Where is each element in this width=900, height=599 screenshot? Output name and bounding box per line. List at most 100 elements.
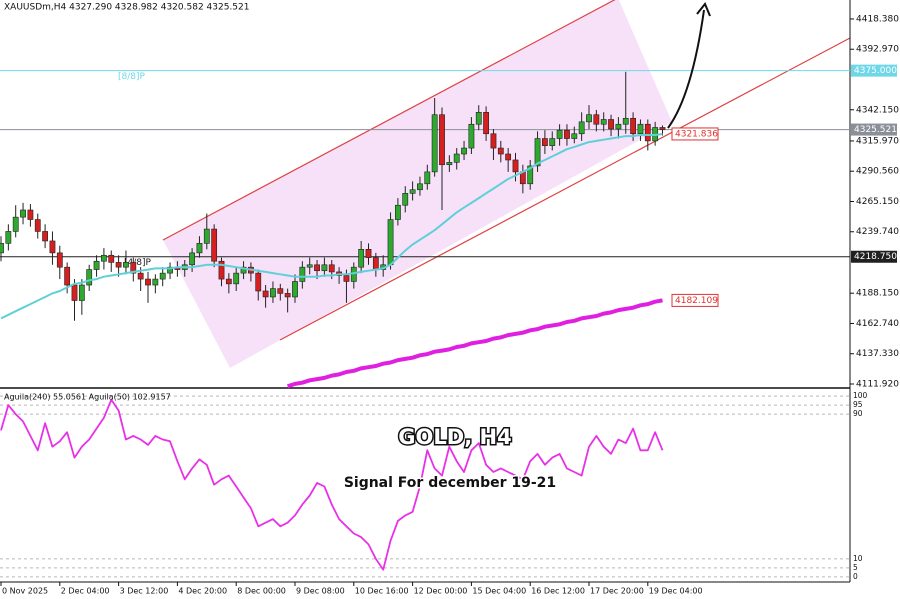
candle-body <box>446 162 453 166</box>
candle-body <box>365 249 372 258</box>
candle-body <box>615 123 622 130</box>
candle-body <box>167 266 173 274</box>
y-tick-label: 5 <box>853 563 858 572</box>
x-tick-label: 10 Dec 16:00 <box>355 587 409 596</box>
level-tag <box>851 250 897 263</box>
candle-body <box>64 266 71 286</box>
candle-body <box>578 121 585 135</box>
candle-body <box>27 209 34 220</box>
candle-body <box>571 133 578 139</box>
x-tick-label: 15 Dec 04:00 <box>472 587 526 596</box>
candle-body <box>225 278 232 285</box>
candle-body <box>593 114 600 125</box>
candle-body <box>12 216 19 232</box>
candle-body <box>659 127 666 130</box>
y-tick-label: 100 <box>853 391 868 400</box>
arrow-head <box>696 2 711 17</box>
x-tick-label: 8 Dec 00:00 <box>237 587 286 596</box>
candle-body <box>417 183 423 191</box>
level-name: [4/8]P <box>124 258 152 268</box>
candle-body <box>277 288 284 294</box>
y-tick-label: 0 <box>853 572 858 581</box>
level-tag-label: 4218.750 <box>854 252 897 262</box>
candle-body <box>394 204 401 220</box>
candle-body <box>0 243 4 254</box>
x-tick-label: 9 Dec 08:00 <box>296 587 345 596</box>
candle-body <box>314 264 320 272</box>
x-tick-label: 16 Dec 12:00 <box>531 587 585 596</box>
candle-body <box>145 278 151 286</box>
candle-body <box>321 264 328 272</box>
candle-body <box>56 252 63 268</box>
level-tag-label: 4375.000 <box>854 66 897 76</box>
chart-header: XAUUSDm,H4 4327.290 4328.982 4320.582 43… <box>4 3 249 13</box>
candle-body <box>306 264 313 268</box>
y-tick-label: 90 <box>853 409 863 418</box>
candle-body <box>358 249 365 268</box>
price-tag <box>671 127 719 141</box>
candle-body <box>556 129 563 139</box>
candle-body <box>564 129 570 139</box>
candle-body <box>123 262 129 268</box>
y-tick-label: 4315.970 <box>856 136 899 146</box>
level-tag-label: 4325.521 <box>854 125 897 135</box>
candle-body <box>622 117 629 125</box>
x-tick-label: 12 Dec 00:00 <box>414 587 468 596</box>
price-tag <box>671 293 719 307</box>
candle-body <box>424 171 431 185</box>
candle-body <box>387 219 394 266</box>
y-tick-label: 4239.740 <box>856 227 899 237</box>
level-tag <box>851 64 897 77</box>
candle-body <box>262 290 269 298</box>
candle-body <box>505 153 512 161</box>
y-tick-label: 4418.380 <box>856 14 899 24</box>
candle-body <box>527 165 534 185</box>
candle-body <box>644 123 651 142</box>
indicator-line <box>286 298 663 389</box>
candle-body <box>534 138 541 167</box>
candle-body <box>549 138 556 146</box>
candle-body <box>101 254 107 262</box>
candle-body <box>475 112 482 125</box>
candle-body <box>497 147 504 155</box>
price-tag-label: 4321.836 <box>675 129 718 139</box>
x-tick-label: 2 Dec 04:00 <box>61 587 110 596</box>
channel-upper <box>162 0 616 241</box>
candle-body <box>49 240 56 254</box>
candle-body <box>240 266 247 274</box>
candle-body <box>20 209 26 218</box>
candle-body <box>115 262 122 268</box>
candle-body <box>431 114 438 173</box>
candle-body <box>453 153 460 163</box>
candle-body <box>541 138 548 146</box>
y-tick-label: 4392.970 <box>856 45 899 55</box>
candle-body <box>86 269 93 286</box>
y-tick-label: 4162.740 <box>856 319 899 329</box>
overlay-subtitle: Signal For december 19-21 <box>344 475 556 491</box>
candle-body <box>71 284 78 301</box>
candle-body <box>343 275 350 282</box>
candle-body <box>600 119 607 125</box>
candle-body <box>211 228 218 262</box>
candle-body <box>439 114 445 166</box>
y-tick-label: 4111.920 <box>856 379 899 389</box>
forecast-arrow <box>667 9 705 129</box>
candle-body <box>586 114 592 123</box>
y-tick-label: 4265.150 <box>856 197 899 207</box>
y-tick-label: 10 <box>853 554 863 563</box>
candle-body <box>409 189 416 194</box>
candle-body <box>130 262 137 274</box>
candle-body <box>159 272 166 280</box>
x-tick-label: 0 Nov 2025 <box>2 587 48 596</box>
candle-body <box>93 260 100 270</box>
candle-body <box>233 272 240 285</box>
candle-body <box>203 228 210 244</box>
overlay-title: GOLD, H4 <box>398 425 511 449</box>
candle-body <box>468 123 475 149</box>
candle-body <box>137 272 144 280</box>
y-tick-label: 4342.150 <box>856 105 899 115</box>
level-name: [8/8]P <box>118 72 146 82</box>
level-tag <box>851 123 897 136</box>
candle-body <box>34 219 41 232</box>
